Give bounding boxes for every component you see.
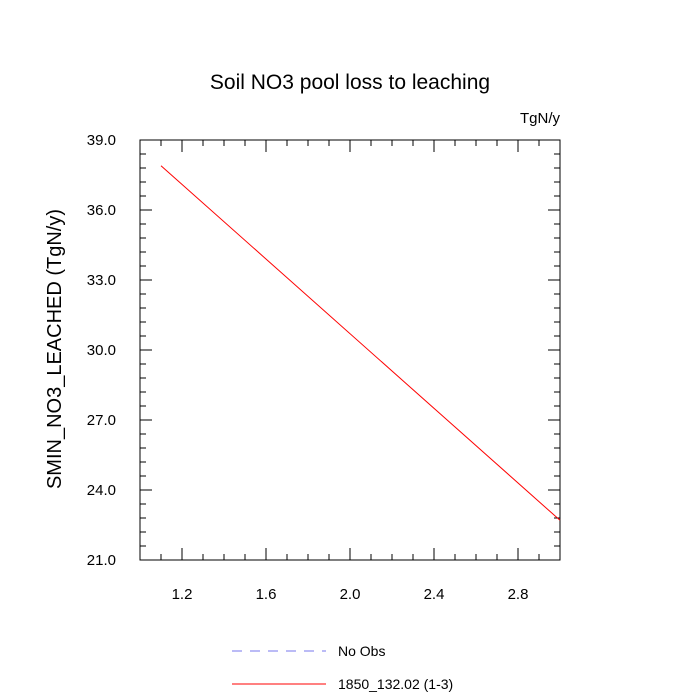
- legend: No Obs 1850_132.02 (1-3): [232, 643, 453, 692]
- y-tick-label: 27.0: [87, 412, 116, 429]
- axis-ticks: [140, 139, 560, 561]
- y-tick-label: 24.0: [87, 482, 116, 499]
- axis-tick-labels: 1.2 1.6 2.0 2.4 2.8 21.0 24.0 27.0 30.0 33.0 36.0 3…: [87, 132, 529, 603]
- chart-title: Soil NO3 pool loss to leaching: [210, 71, 490, 94]
- y-tick-label: 30.0: [87, 342, 116, 359]
- x-tick-label: 1.6: [256, 586, 277, 603]
- x-tick-label: 1.2: [172, 586, 193, 603]
- units-label: TgN/y: [520, 110, 561, 127]
- y-tick-label: 33.0: [87, 272, 116, 289]
- series-line-0: [160, 165, 561, 521]
- y-tick-label: 36.0: [87, 202, 116, 219]
- legend-label: No Obs: [338, 643, 385, 659]
- x-tick-label: 2.4: [424, 586, 445, 603]
- series-group: [160, 165, 561, 521]
- legend-label: 1850_132.02 (1-3): [338, 676, 453, 692]
- x-tick-label: 2.8: [508, 586, 529, 603]
- x-tick-label: 2.0: [340, 586, 361, 603]
- y-tick-label: 21.0: [87, 552, 116, 569]
- y-tick-label: 39.0: [87, 132, 116, 149]
- y-axis-label: SMIN_NO3_LEACHED (TgN/y): [44, 209, 66, 489]
